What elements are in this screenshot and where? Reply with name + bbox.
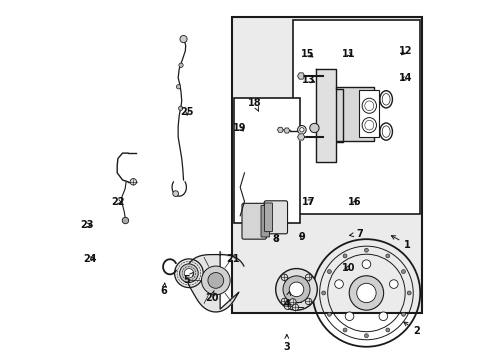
Circle shape [385,328,389,332]
Text: 17: 17 [302,197,315,207]
Circle shape [305,298,311,305]
FancyBboxPatch shape [264,203,272,231]
Text: 4: 4 [283,291,290,309]
Circle shape [292,304,298,311]
Circle shape [201,266,230,295]
Text: 21: 21 [226,254,239,264]
Bar [292,21,419,214]
Circle shape [281,298,287,305]
Circle shape [299,128,304,132]
Polygon shape [297,73,304,79]
Polygon shape [316,69,343,162]
Text: 24: 24 [83,254,97,264]
Circle shape [389,280,397,288]
Circle shape [362,260,370,269]
Text: 11: 11 [341,49,354,59]
Circle shape [275,269,317,310]
Circle shape [385,254,389,258]
Text: 10: 10 [341,263,354,273]
Circle shape [179,264,198,283]
Text: 13: 13 [302,75,315,85]
Circle shape [172,191,178,197]
Circle shape [184,269,193,278]
Circle shape [321,291,325,295]
Text: 3: 3 [283,334,289,352]
Circle shape [284,303,290,310]
Circle shape [407,291,410,295]
Circle shape [334,280,343,288]
Text: 12: 12 [398,46,412,56]
Text: 20: 20 [204,291,218,303]
Circle shape [327,270,331,274]
Polygon shape [186,252,244,312]
Text: 25: 25 [180,107,193,117]
Circle shape [401,312,405,316]
Circle shape [345,312,353,320]
Bar [231,17,421,313]
Circle shape [343,328,346,332]
Text: 14: 14 [398,73,412,83]
FancyBboxPatch shape [261,206,269,237]
Text: 16: 16 [347,197,361,207]
Text: 6: 6 [160,283,167,296]
FancyBboxPatch shape [242,203,266,239]
Polygon shape [284,128,289,133]
Circle shape [343,254,346,258]
Text: 8: 8 [272,234,279,244]
Ellipse shape [362,118,376,133]
Circle shape [305,274,311,280]
Text: 19: 19 [233,123,246,133]
Text: 5: 5 [183,272,193,285]
Circle shape [130,179,136,185]
Circle shape [207,273,223,288]
Circle shape [179,63,183,67]
Circle shape [327,312,331,316]
Circle shape [283,276,309,303]
Text: 22: 22 [111,197,125,207]
Text: 23: 23 [80,220,93,230]
Polygon shape [277,127,283,132]
Text: 18: 18 [247,98,261,111]
Circle shape [180,36,187,42]
Circle shape [176,85,180,89]
Text: 9: 9 [298,232,305,242]
Text: 7: 7 [349,229,362,239]
Circle shape [178,106,183,111]
Circle shape [378,312,387,320]
Text: 2: 2 [403,322,419,336]
Circle shape [122,217,128,224]
Circle shape [288,282,303,297]
Bar [233,98,300,223]
Circle shape [364,248,367,252]
Circle shape [289,299,296,305]
Circle shape [401,270,405,274]
Circle shape [281,274,287,280]
Circle shape [309,123,319,133]
Text: 15: 15 [300,49,313,59]
Polygon shape [297,134,304,140]
Circle shape [356,283,375,303]
Circle shape [364,334,367,338]
Circle shape [174,259,203,288]
Ellipse shape [362,98,376,113]
Bar [335,87,373,140]
FancyBboxPatch shape [264,201,287,234]
Circle shape [348,276,383,310]
Circle shape [297,126,305,134]
Text: 1: 1 [390,236,410,249]
Bar [359,90,378,137]
